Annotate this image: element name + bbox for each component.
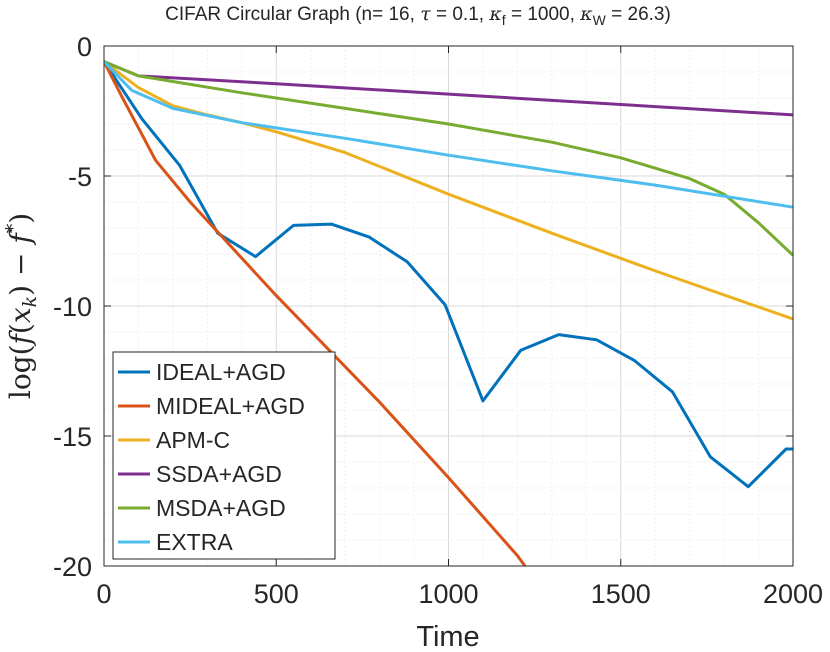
legend-label: IDEAL+AGD [156, 359, 286, 385]
y-tick-labels: 0 -5 -10 -15 -20 [53, 32, 92, 582]
legend-entry-ideal-agd: IDEAL+AGD [118, 359, 286, 385]
x-tick-label: 1000 [418, 579, 478, 609]
legend-entry-ssda-agd: SSDA+AGD [118, 461, 282, 487]
y-axis-label: log(f(xk) − f*) [2, 213, 41, 399]
legend-entry-apm-c: APM-C [118, 427, 230, 453]
y-tick-label: -15 [53, 422, 92, 452]
legend-entry-msda-agd: MSDA+AGD [118, 495, 286, 521]
y-tick-label: -10 [53, 292, 92, 322]
y-tick-label: 0 [77, 32, 92, 62]
y-tick-label: -5 [68, 162, 92, 192]
x-tick-label: 0 [96, 579, 111, 609]
series-line-extra [104, 60, 793, 209]
legend-label: MIDEAL+AGD [156, 393, 305, 419]
legend-box [112, 351, 336, 560]
legend-label: SSDA+AGD [156, 461, 282, 487]
series-line-msda-agd [104, 60, 793, 257]
chart-title: CIFAR Circular Graph (n= 16, τ = 0.1, κf… [165, 3, 671, 28]
y-tick-label: -20 [53, 552, 92, 582]
ticks [103, 45, 794, 567]
series-group [104, 60, 793, 566]
x-tick-label: 1500 [591, 579, 651, 609]
x-axis-label: Time [416, 621, 479, 652]
legend-label: EXTRA [156, 529, 233, 555]
legend-entry-extra: EXTRA [118, 529, 233, 555]
legend-label: APM-C [156, 427, 230, 453]
x-tick-label: 2000 [763, 579, 823, 609]
x-tick-label: 500 [254, 579, 299, 609]
legend-entry-mideal-agd: MIDEAL+AGD [118, 393, 305, 419]
x-tick-labels: 0 500 1000 1500 2000 [96, 579, 823, 609]
series-line-mideal-agd [104, 60, 527, 566]
series-line-apm-c [104, 60, 793, 321]
legend-label: MSDA+AGD [156, 495, 286, 521]
legend: IDEAL+AGD MIDEAL+AGD APM-C SSDA+AGD MSDA… [112, 351, 336, 560]
